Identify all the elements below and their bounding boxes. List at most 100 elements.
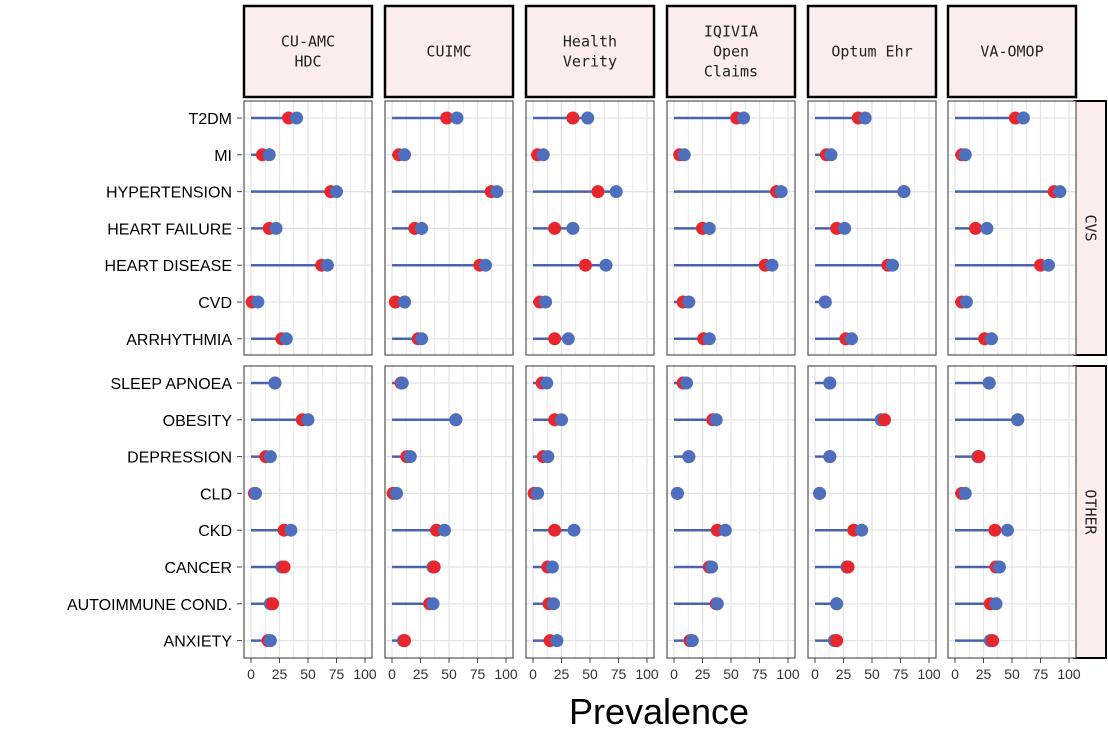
facet-strip-optum-ehr: Optum Ehr: [806, 4, 938, 99]
point-blue-cld: [958, 486, 972, 500]
point-red-arrhythmia: [548, 332, 562, 346]
facet-strip-box: [242, 4, 374, 99]
point-blue-sleep-apnoea: [823, 376, 837, 390]
y-tick-label-sleep-apnoea: SLEEP APNOEA: [110, 376, 232, 393]
point-blue-cld: [531, 486, 545, 500]
point-blue-t2dm: [737, 111, 751, 125]
point-blue-ckd: [567, 523, 581, 537]
x-tick-label: 50: [582, 666, 598, 682]
x-tick-label: 75: [1033, 666, 1049, 682]
point-red-depression: [972, 450, 986, 464]
x-tick-label: 50: [441, 666, 457, 682]
x-tick-label: 0: [811, 666, 819, 682]
point-blue-heart-failure: [415, 221, 429, 235]
facet-strip-box: [524, 4, 656, 99]
x-tick-label: 25: [976, 666, 992, 682]
point-blue-hypertension: [609, 185, 623, 199]
y-tick-label-depression: DEPRESSION: [127, 450, 232, 467]
point-blue-ckd: [718, 523, 732, 537]
panel-border: [243, 100, 373, 356]
row-strip-box: [1073, 100, 1107, 356]
x-tick-label: 25: [836, 666, 852, 682]
panel-cuimc-other: [384, 365, 514, 659]
facet-strip-label: Optum Ehr: [831, 43, 912, 61]
point-blue-mi: [536, 148, 550, 162]
x-tick-label: 75: [893, 666, 909, 682]
x-tick-label: 0: [247, 666, 255, 682]
point-blue-heart-failure: [702, 221, 716, 235]
point-blue-sleep-apnoea: [540, 376, 554, 390]
point-red-cancer: [427, 560, 441, 574]
point-blue-hypertension: [1053, 185, 1067, 199]
point-blue-obesity: [709, 413, 723, 427]
x-tick-label: 0: [529, 666, 537, 682]
panel-border: [525, 100, 655, 356]
facet-strip-va-omop: VA-OMOP: [946, 4, 1078, 99]
facet-strip-label: Open: [713, 43, 749, 61]
point-blue-sleep-apnoea: [982, 376, 996, 390]
point-blue-autoimmune-cond: [426, 597, 440, 611]
point-blue-depression: [682, 450, 696, 464]
point-red-heart-failure: [548, 221, 562, 235]
row-strip-cvs: CVS: [1073, 100, 1107, 356]
point-blue-mi: [958, 148, 972, 162]
x-tick-label: 100: [917, 666, 941, 682]
point-red-t2dm: [440, 111, 454, 125]
point-blue-ckd: [1000, 523, 1014, 537]
point-blue-cld: [813, 486, 827, 500]
point-blue-heart-disease: [320, 258, 334, 272]
panel-border: [666, 100, 796, 356]
point-blue-cvd: [251, 295, 265, 309]
y-tick-label-t2dm: T2DM: [188, 111, 232, 128]
point-blue-cancer: [992, 560, 1006, 574]
point-red-anxiety: [986, 634, 1000, 648]
x-tick-label: 25: [272, 666, 288, 682]
x-tick-label: 100: [635, 666, 659, 682]
point-blue-cvd: [682, 295, 696, 309]
point-blue-cvd: [539, 295, 553, 309]
facet-strip-label: Verity: [563, 53, 617, 71]
y-tick-label-mi: MI: [214, 148, 232, 165]
x-tick-label: 100: [353, 666, 377, 682]
facet-strip-label: IQIVIA: [704, 23, 758, 41]
y-tick-label-heart-disease: HEART DISEASE: [105, 258, 232, 275]
facet-strip-box: [806, 4, 938, 99]
point-blue-t2dm: [581, 111, 595, 125]
facet-strip-box: [383, 4, 515, 99]
point-red-cancer: [277, 560, 291, 574]
point-blue-hypertension: [897, 185, 911, 199]
point-red-ckd: [988, 523, 1002, 537]
point-blue-hypertension: [490, 185, 504, 199]
facet-strip-cu-amc-hdc: CU-AMC HDC: [242, 4, 374, 99]
panel-border: [807, 100, 937, 356]
point-blue-obesity: [555, 413, 568, 427]
point-blue-cvd: [959, 295, 973, 309]
point-blue-heart-failure: [838, 221, 852, 235]
point-blue-heart-failure: [269, 221, 283, 235]
facet-strip-cuimc: CUIMC: [383, 4, 515, 99]
point-red-anxiety: [398, 634, 412, 648]
panel-optum-ehr-other: [807, 365, 937, 659]
y-tick-label-heart-failure: HEART FAILURE: [107, 221, 232, 238]
point-blue-heart-disease: [765, 258, 779, 272]
point-blue-cld: [670, 486, 684, 500]
panel-health-verity-other: [525, 365, 655, 659]
facet-strip-box: [665, 4, 797, 99]
point-blue-t2dm: [290, 111, 304, 125]
point-red-hypertension: [591, 185, 605, 199]
row-strip-label: CVS: [1082, 214, 1100, 241]
point-blue-cvd: [818, 295, 832, 309]
point-red-heart-disease: [578, 258, 592, 272]
y-tick-label-obesity: OBESITY: [163, 413, 233, 430]
point-blue-autoimmune-cond: [710, 597, 724, 611]
point-blue-sleep-apnoea: [395, 376, 409, 390]
x-tick-label: 0: [670, 666, 678, 682]
point-blue-anxiety: [550, 634, 564, 648]
x-tick-label: 50: [300, 666, 316, 682]
panel-border: [947, 100, 1077, 356]
point-blue-depression: [403, 450, 417, 464]
point-blue-arrhythmia: [415, 332, 429, 346]
point-blue-mi: [262, 148, 276, 162]
y-tick-label-autoimmune-cond: AUTOIMMUNE COND.: [67, 597, 232, 614]
